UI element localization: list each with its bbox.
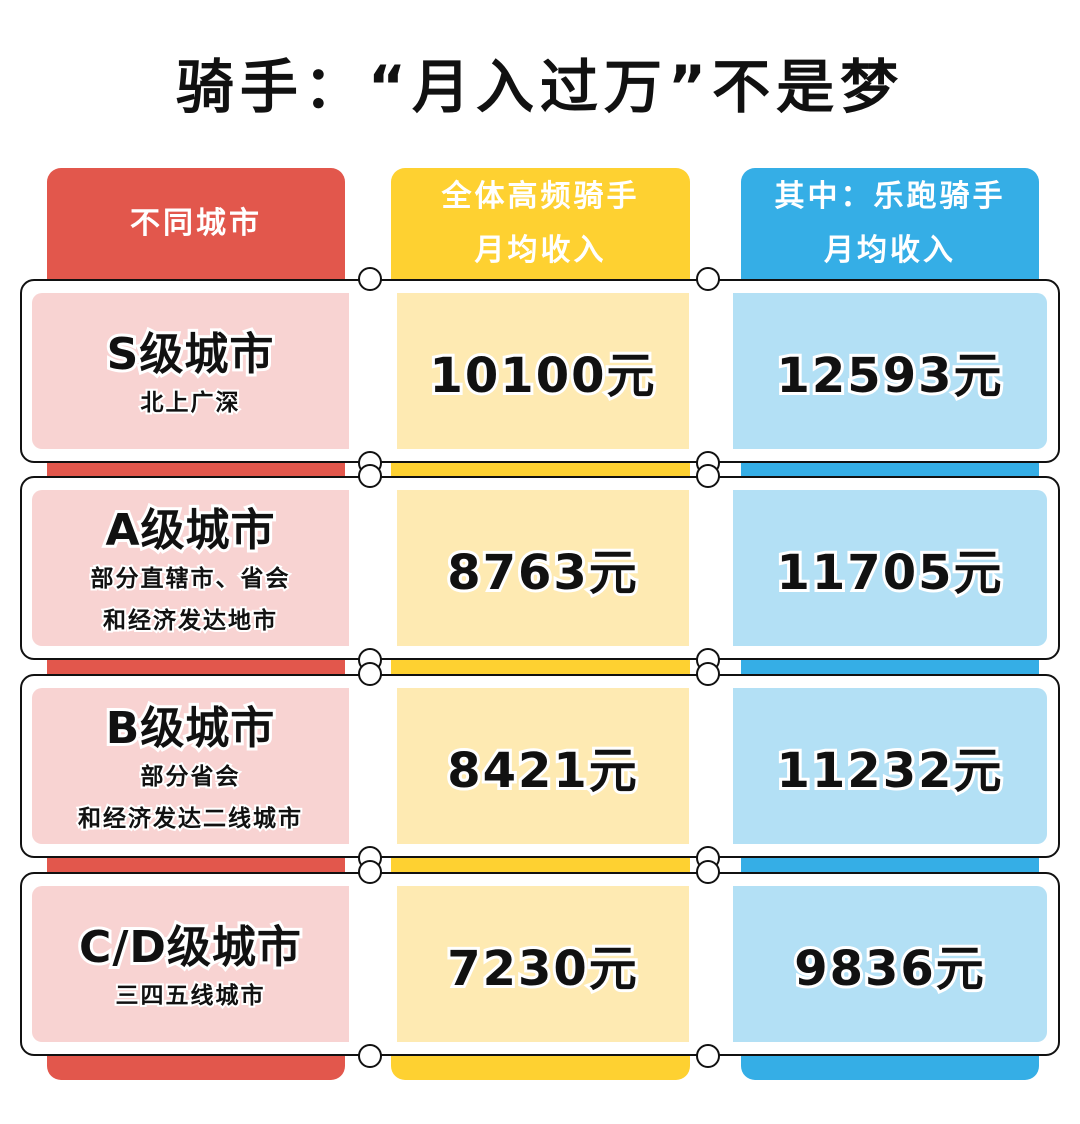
- all-riders-income: 8763元: [444, 542, 640, 604]
- all-riders-income-cell: 8763元: [397, 490, 689, 646]
- ticket-notch: [358, 860, 382, 884]
- city-description: 和经济发达二线城市: [76, 804, 303, 834]
- all-riders-income: 10100元: [427, 345, 658, 407]
- lepao-income-cell: 11232元: [733, 688, 1047, 844]
- city-description: 北上广深: [139, 388, 241, 418]
- city-cell: B级城市部分省会和经济发达二线城市: [32, 688, 349, 844]
- ticket-notch: [358, 662, 382, 686]
- city-description: 部分省会: [139, 762, 241, 792]
- header-line: 其中：乐跑骑手: [774, 179, 1006, 214]
- lepao-income-cell: 11705元: [733, 490, 1047, 646]
- city-description: 三四五线城市: [114, 981, 266, 1011]
- header-city: 不同城市: [47, 170, 345, 278]
- lepao-income-cell: 9836元: [733, 886, 1047, 1042]
- city-tier: S级城市: [104, 326, 277, 383]
- table-row: B级城市部分省会和经济发达二线城市 8421元 11232元: [20, 662, 1060, 870]
- table-row: A级城市部分直辖市、省会 和经济发达地市 8763元 11705元: [20, 464, 1060, 672]
- header-line: 不同城市: [130, 206, 262, 241]
- ticket-notch: [696, 1044, 720, 1068]
- all-riders-income-cell: 7230元: [397, 886, 689, 1042]
- ticket-notch: [358, 1044, 382, 1068]
- lepao-income: 12593元: [774, 345, 1005, 407]
- city-description: 部分直辖市、省会: [89, 564, 291, 594]
- ticket-notch: [696, 464, 720, 488]
- lepao-income: 9836元: [791, 938, 987, 1000]
- city-tier: B级城市: [103, 700, 278, 757]
- city-tier: C/D级城市: [76, 919, 304, 976]
- table-row: S级城市北上广深 10100元 12593元: [20, 267, 1060, 475]
- header-all-riders: 全体高频骑手 月均收入: [391, 170, 690, 278]
- header-line: 月均收入: [474, 233, 607, 268]
- ticket-notch: [358, 464, 382, 488]
- table-row: C/D级城市三四五线城市 7230元 9836元: [20, 860, 1060, 1068]
- city-description: 和经济发达地市: [101, 606, 278, 636]
- ticket-notch: [358, 267, 382, 291]
- lepao-income: 11232元: [774, 740, 1005, 802]
- all-riders-income: 8421元: [444, 740, 640, 802]
- all-riders-income-cell: 8421元: [397, 688, 689, 844]
- header-line: 月均收入: [824, 233, 956, 268]
- city-cell: C/D级城市三四五线城市: [32, 886, 349, 1042]
- page-title: 骑手：“月入过万”不是梦: [175, 53, 905, 121]
- lepao-income: 11705元: [774, 542, 1005, 604]
- lepao-income-cell: 12593元: [733, 293, 1047, 449]
- city-cell: A级城市部分直辖市、省会 和经济发达地市: [32, 490, 349, 646]
- city-cell: S级城市北上广深: [32, 293, 349, 449]
- header-lepao-riders: 其中：乐跑骑手 月均收入: [741, 170, 1039, 278]
- ticket-notch: [696, 662, 720, 686]
- city-tier: A级城市: [102, 502, 277, 559]
- ticket-notch: [696, 267, 720, 291]
- ticket-notch: [696, 860, 720, 884]
- all-riders-income: 7230元: [444, 938, 640, 1000]
- header-line: 全体高频骑手: [441, 179, 640, 214]
- all-riders-income-cell: 10100元: [397, 293, 689, 449]
